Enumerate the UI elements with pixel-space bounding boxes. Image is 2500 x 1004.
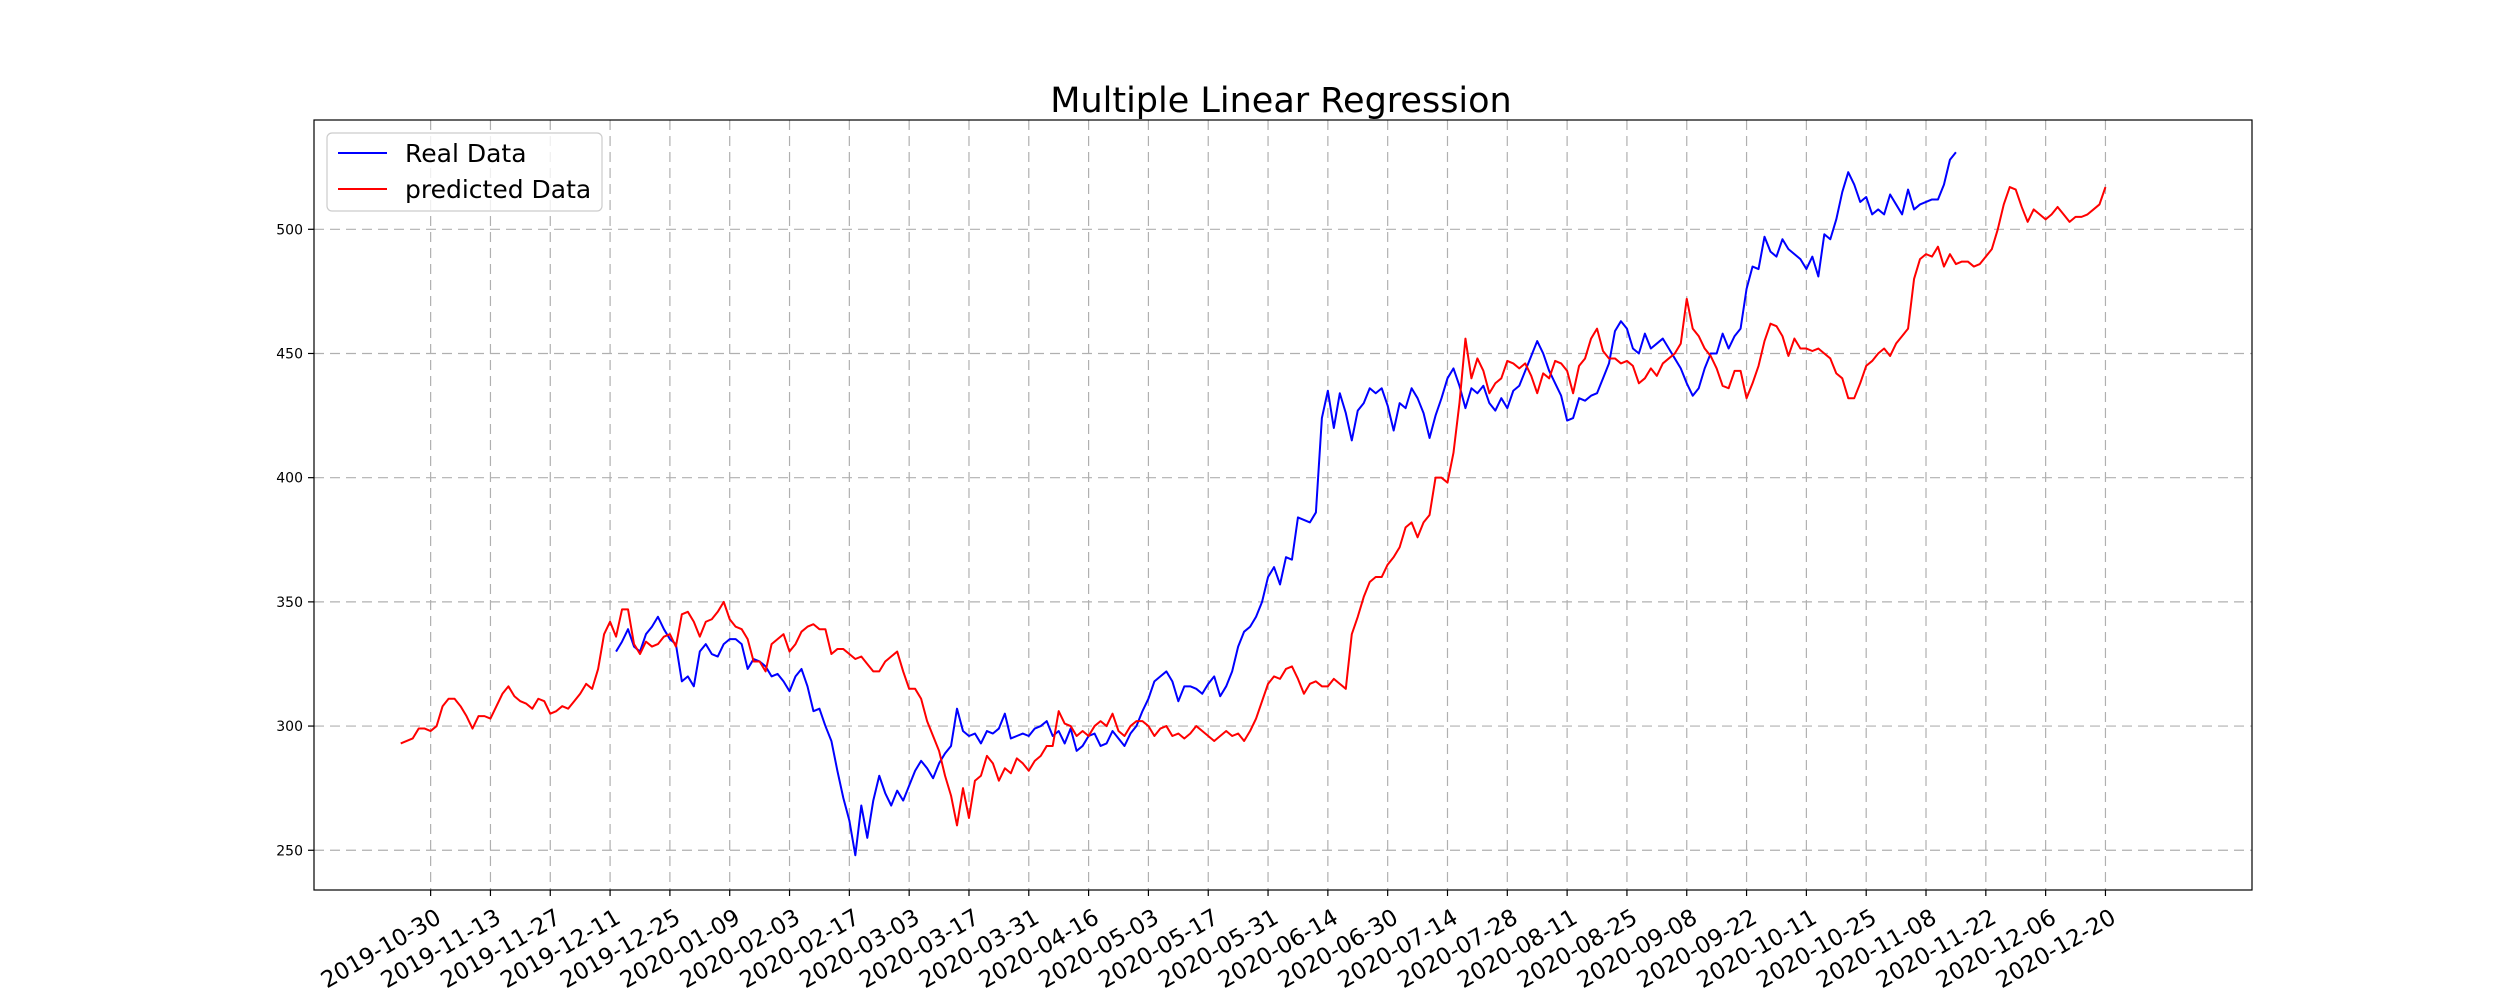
y-tick-label: 350 — [276, 595, 303, 611]
series-line-real-data — [615, 151, 1957, 857]
y-axis: 250 300 350 400 450 500 — [276, 222, 314, 859]
series-line-predicted-data — [400, 186, 2107, 827]
legend-label-real-data: Real Data — [405, 139, 527, 168]
grid — [314, 120, 2252, 890]
y-tick-label: 400 — [276, 471, 303, 487]
plot-area — [313, 119, 2253, 891]
x-axis: 2019-10-302019-11-132019-11-272019-12-11… — [317, 890, 2120, 994]
y-tick-label: 250 — [276, 843, 303, 859]
y-tick-label: 300 — [276, 719, 303, 735]
legend-box — [326, 132, 603, 212]
legend: Real Data predicted Data — [326, 132, 603, 212]
y-tick-label: 500 — [276, 222, 303, 238]
y-tick-label: 450 — [276, 346, 303, 362]
chart-title: Multiple Linear Regression — [1050, 81, 1512, 121]
legend-label-predicted-data: predicted Data — [405, 175, 591, 204]
series-layer — [400, 151, 2107, 857]
